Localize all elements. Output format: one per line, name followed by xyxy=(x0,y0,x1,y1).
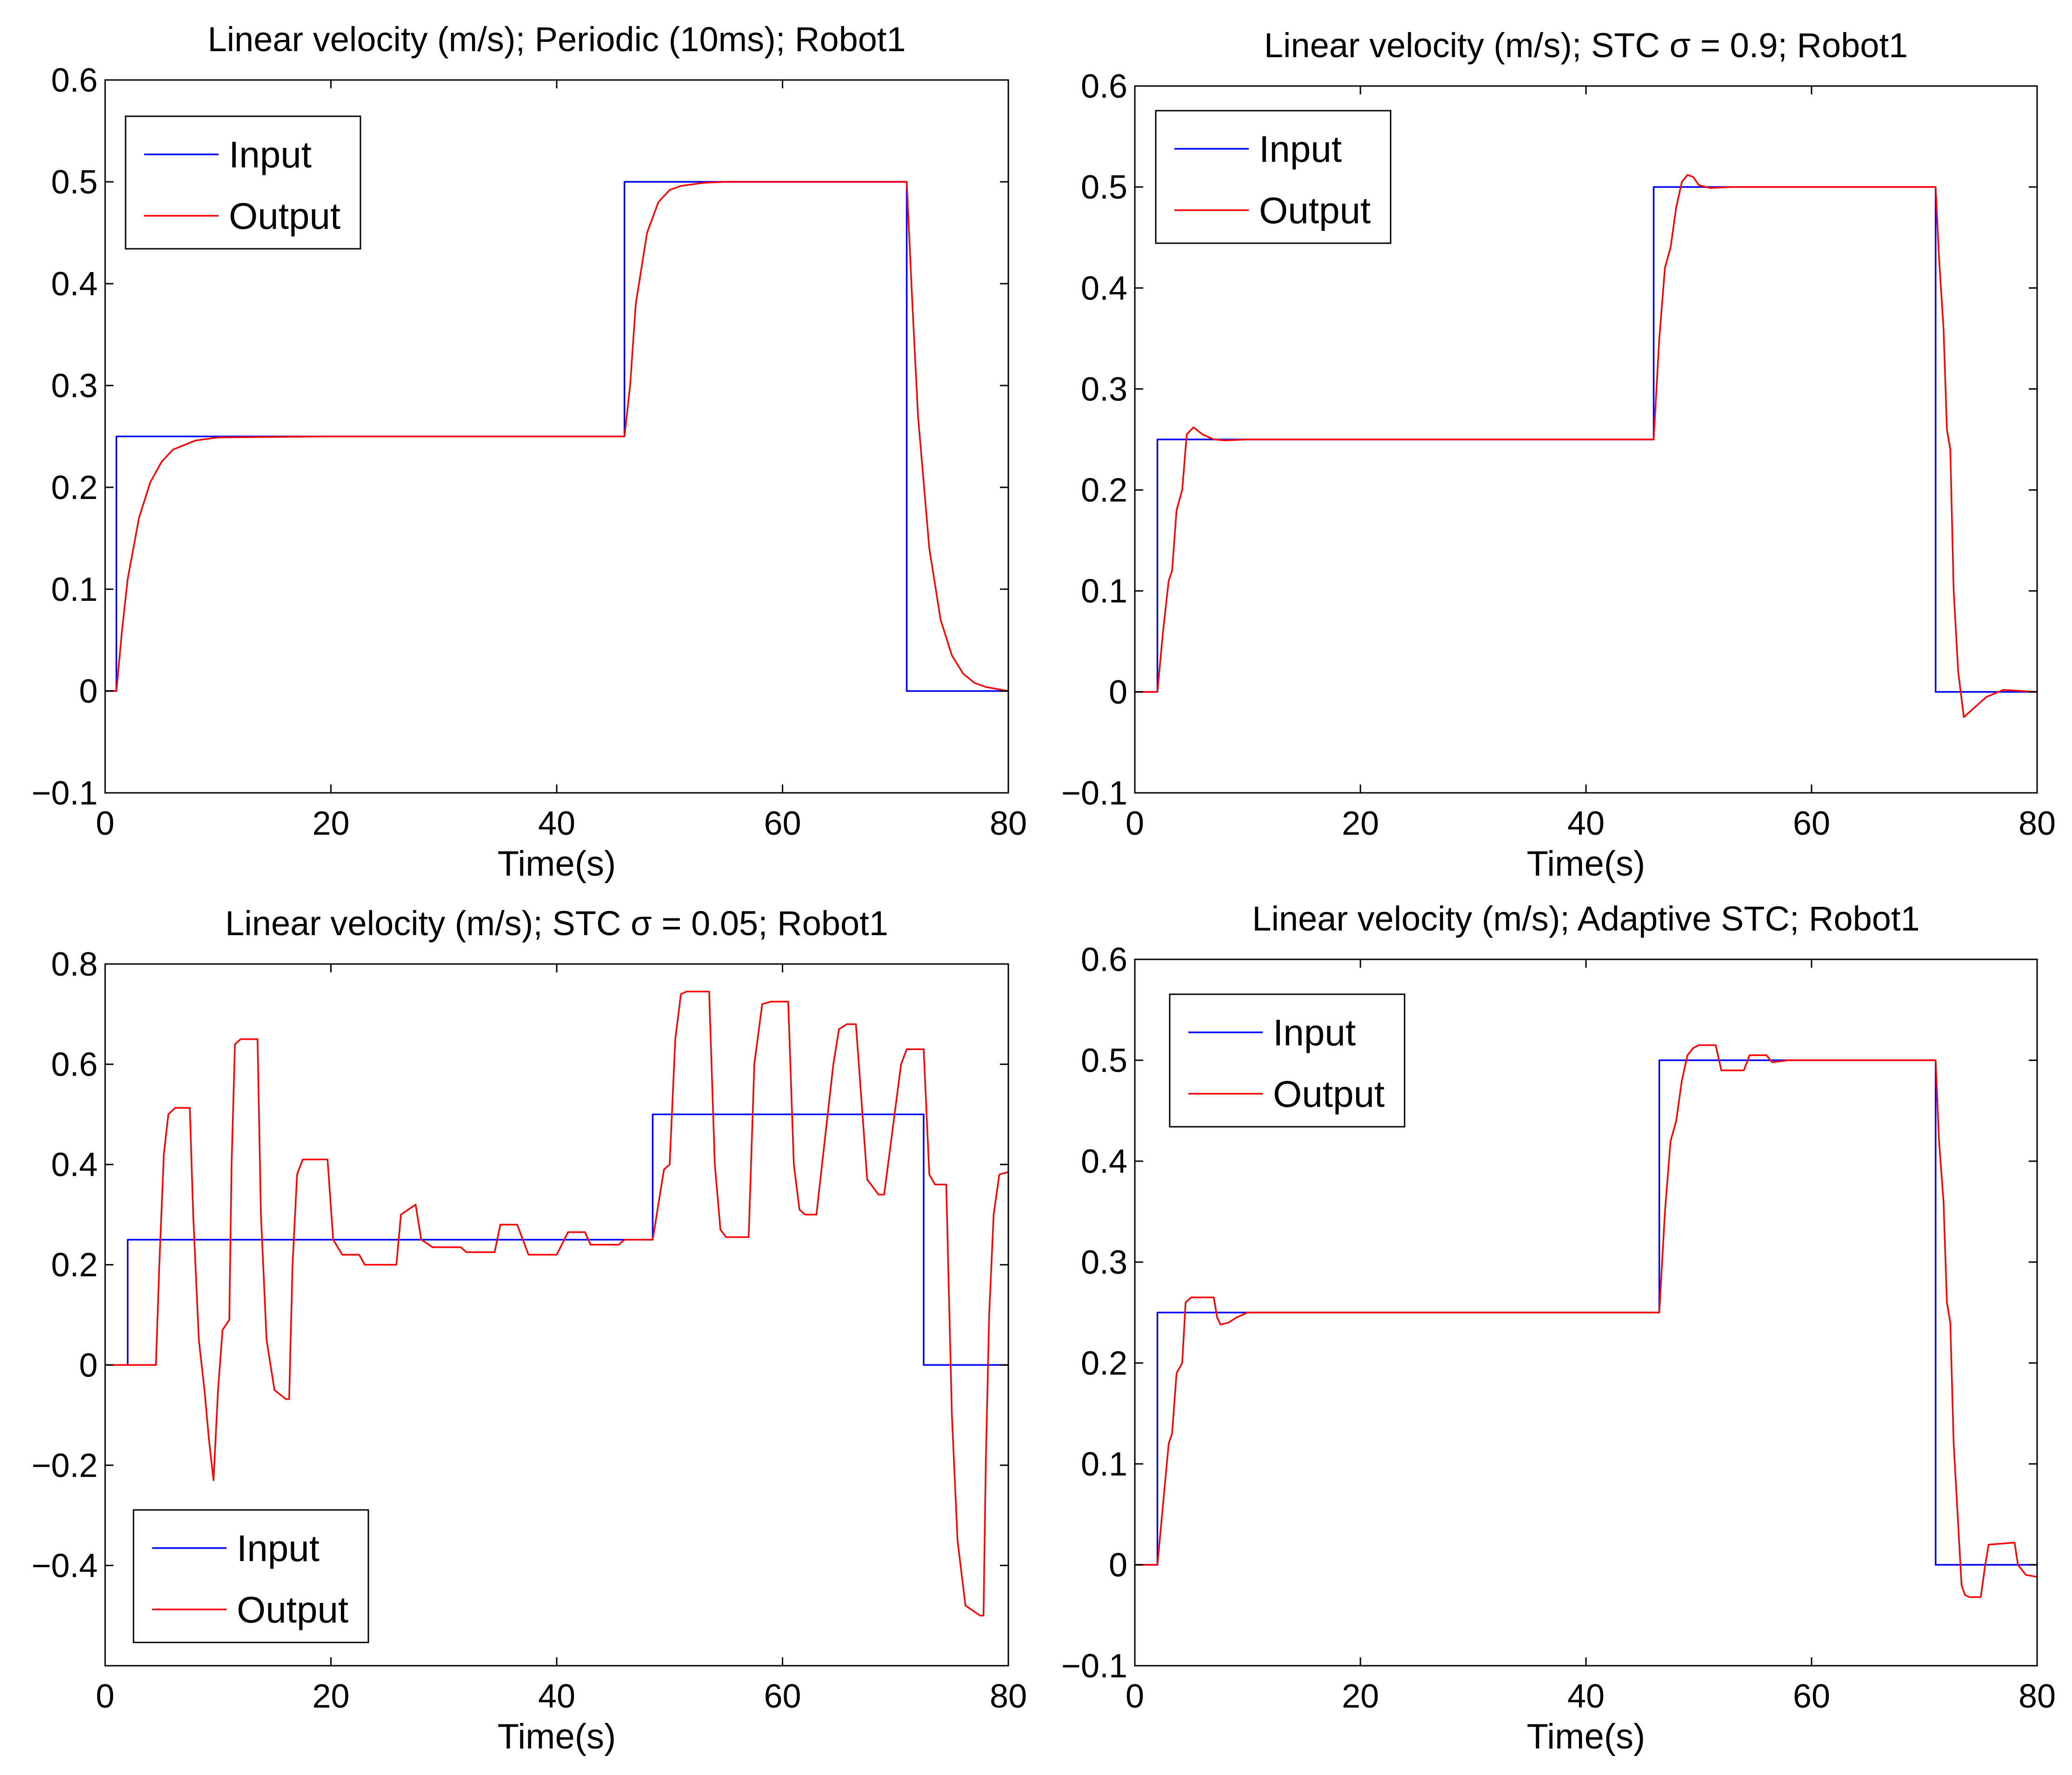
y-tick-label: 0.1 xyxy=(51,571,98,608)
x-tick-label: 40 xyxy=(538,805,575,842)
x-tick-label: 20 xyxy=(1342,1678,1379,1715)
x-axis-label: Time(s) xyxy=(1527,844,1646,884)
series-line-input xyxy=(105,1113,1008,1366)
x-tick-label: 80 xyxy=(990,805,1027,842)
legend: Input Output xyxy=(1155,110,1392,244)
y-tick-label: −0.1 xyxy=(32,775,98,812)
y-tick-label: 0 xyxy=(1109,1547,1127,1584)
y-tick-label: 0.6 xyxy=(1081,68,1127,105)
legend-label-output: Output xyxy=(237,1589,348,1630)
x-tick-label: 20 xyxy=(312,805,349,842)
x-tick-label: 60 xyxy=(1793,805,1830,842)
x-tick-label: 80 xyxy=(2019,1678,2056,1715)
x-tick-label: 60 xyxy=(764,805,801,842)
y-tick-label: 0.2 xyxy=(51,469,98,506)
x-axis-label: Time(s) xyxy=(498,1717,616,1756)
y-tick-label: 0 xyxy=(1109,674,1127,711)
legend-label-output: Output xyxy=(229,195,340,237)
y-tick-label: −0.1 xyxy=(1061,775,1127,812)
x-tick-label: 80 xyxy=(2019,805,2056,842)
legend-label-input: Input xyxy=(1273,1012,1356,1053)
x-tick-label: 0 xyxy=(1126,805,1144,842)
x-tick-label: 40 xyxy=(1567,805,1605,842)
y-tick-label: 0.3 xyxy=(51,367,98,405)
x-tick-label: 20 xyxy=(1342,805,1379,842)
y-tick-label: −0.4 xyxy=(32,1547,98,1584)
y-tick-label: 0.8 xyxy=(51,946,98,983)
x-tick-label: 40 xyxy=(538,1678,575,1715)
y-tick-label: 0.4 xyxy=(51,266,98,303)
x-tick-label: 20 xyxy=(312,1678,349,1715)
series-line-input xyxy=(1135,1059,2037,1566)
legend-label-input: Input xyxy=(229,134,312,175)
y-tick-label: 0.5 xyxy=(51,164,98,201)
legend-box xyxy=(133,1509,369,1643)
y-tick-label: 0 xyxy=(79,673,98,710)
series-line-output xyxy=(1135,174,2037,718)
chart-title: Linear velocity (m/s); Periodic (10ms); … xyxy=(207,20,906,59)
chart-title: Linear velocity (m/s); Adaptive STC; Rob… xyxy=(1252,899,1919,938)
chart-title: Linear velocity (m/s); STC σ = 0.9; Robo… xyxy=(1264,26,1908,65)
x-tick-label: 0 xyxy=(1126,1678,1144,1715)
y-tick-label: 0.4 xyxy=(51,1146,98,1183)
y-tick-label: 0.5 xyxy=(1081,169,1127,206)
y-tick-label: 0.3 xyxy=(1081,1244,1127,1281)
x-tick-label: 60 xyxy=(1793,1678,1830,1715)
legend-label-input: Input xyxy=(237,1528,320,1569)
y-tick-label: 0.4 xyxy=(1081,1143,1127,1180)
y-tick-label: −0.1 xyxy=(1061,1648,1127,1685)
x-tick-label: 0 xyxy=(96,1678,114,1715)
x-tick-label: 80 xyxy=(990,1678,1027,1715)
y-tick-label: 0.2 xyxy=(1081,472,1127,509)
legend-label-input: Input xyxy=(1259,128,1342,170)
chart-panel-stc-005: 0 20 40 60 80 −0.4 −0.2 0 0.2 0.4 0.6 0.8 Linear vel… xyxy=(32,904,1027,1756)
x-axis-label: Time(s) xyxy=(498,844,616,884)
x-axis-label: Time(s) xyxy=(1527,1717,1646,1756)
y-tick-label: 0.2 xyxy=(1081,1345,1127,1382)
series-line-input xyxy=(105,181,1008,692)
x-tick-label: 40 xyxy=(1567,1678,1605,1715)
series-line-output xyxy=(105,181,1008,692)
legend-label-output: Output xyxy=(1259,190,1371,231)
x-tick-label: 0 xyxy=(96,805,114,842)
y-tick-label: 0.6 xyxy=(1081,941,1127,978)
y-tick-label: 0.6 xyxy=(51,1046,98,1084)
chart-title: Linear velocity (m/s); STC σ = 0.05; Rob… xyxy=(225,904,888,943)
y-tick-label: 0.1 xyxy=(1081,573,1127,610)
y-tick-label: −0.2 xyxy=(32,1447,98,1484)
legend: Input Output xyxy=(133,1509,369,1643)
y-tick-label: 0.1 xyxy=(1081,1446,1127,1483)
legend-box xyxy=(125,115,361,250)
y-tick-label: 0 xyxy=(79,1347,98,1384)
y-tick-label: 0.2 xyxy=(51,1247,98,1284)
series-line-output xyxy=(105,991,1008,1616)
y-tick-label: 0.5 xyxy=(1081,1042,1127,1079)
series-line-input xyxy=(1135,186,2037,693)
series-line-output xyxy=(1135,1044,2037,1598)
legend: Input Output xyxy=(1169,993,1406,1128)
y-tick-label: 0.4 xyxy=(1081,270,1127,307)
legend-label-output: Output xyxy=(1273,1073,1385,1115)
legend: Input Output xyxy=(125,115,361,250)
y-tick-label: 0.6 xyxy=(51,62,98,99)
y-tick-label: 0.3 xyxy=(1081,371,1127,408)
legend-box xyxy=(1169,993,1406,1128)
x-tick-label: 60 xyxy=(764,1678,801,1715)
legend-box xyxy=(1155,110,1392,244)
